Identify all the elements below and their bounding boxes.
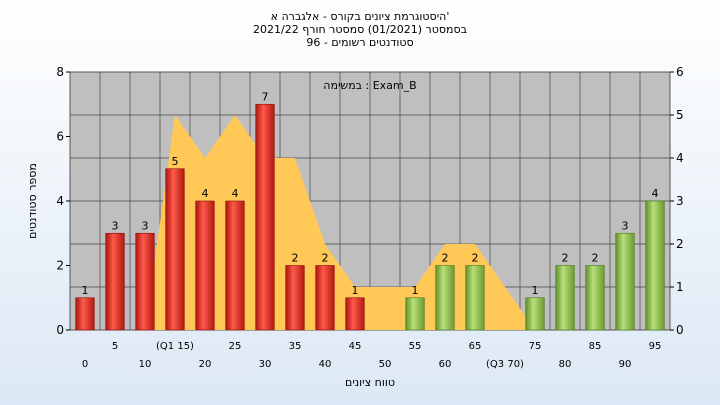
x-tick-label: 55: [409, 341, 422, 352]
y-tick-right: 0: [676, 323, 684, 337]
x-tick-label: 85: [589, 341, 602, 352]
x-tick-label: 25: [229, 341, 242, 352]
x-tick-label: 45: [349, 341, 362, 352]
x-tick-label: (Q3 70): [486, 359, 524, 370]
y-tick-left: 4: [56, 194, 64, 208]
bar-value-label: 4: [652, 187, 659, 200]
y-tick-right: 4: [676, 151, 684, 165]
bar: [105, 232, 125, 331]
y-tick-left: 2: [56, 259, 64, 273]
bar-value-label: 3: [622, 219, 629, 232]
y-tick-right: 3: [676, 194, 684, 208]
bar: [585, 265, 605, 331]
y-tick-right: 6: [676, 65, 684, 79]
bar-value-label: 1: [82, 284, 89, 297]
x-tick-label: 95: [649, 341, 662, 352]
bar-value-label: 2: [292, 252, 299, 265]
bar-value-label: 3: [142, 219, 149, 232]
bar-value-label: 7: [262, 90, 269, 103]
x-tick-label: 75: [529, 341, 542, 352]
x-tick-label: (Q1 15): [156, 341, 194, 352]
bar: [195, 200, 215, 331]
bar: [165, 168, 185, 331]
x-tick-label: 65: [469, 341, 482, 352]
bar: [615, 232, 635, 331]
bar-value-label: 1: [532, 284, 539, 297]
bar: [345, 297, 365, 331]
legend-label: במשימה : Exam_B: [323, 79, 416, 92]
x-tick-label: 35: [289, 341, 302, 352]
y-tick-right: 2: [676, 237, 684, 251]
bar: [225, 200, 245, 331]
y-tick-right: 5: [676, 108, 684, 122]
bar-value-label: 5: [172, 155, 179, 168]
y-tick-left: 6: [56, 130, 64, 144]
chart-title-line-1: היסטוגרמת ציונים בקורס - אלגברה א': [270, 10, 450, 23]
bar: [435, 265, 455, 331]
x-tick-label: 0: [82, 359, 88, 370]
bar-value-label: 1: [352, 284, 359, 297]
bar: [255, 103, 275, 331]
bar: [75, 297, 95, 331]
x-tick-label: 40: [319, 359, 332, 370]
bar-value-label: 2: [562, 252, 569, 265]
bar-value-label: 4: [232, 187, 239, 200]
x-tick-label: 60: [439, 359, 452, 370]
chart-title-line-3: סטודנטים רשומים - 96: [306, 36, 414, 49]
x-tick-label: 5: [112, 341, 118, 352]
x-tick-label: 80: [559, 359, 572, 370]
y-tick-left: 8: [56, 65, 64, 79]
bar: [135, 232, 155, 331]
bar-value-label: 1: [412, 284, 419, 297]
bar: [465, 265, 485, 331]
bar-value-label: 2: [442, 252, 449, 265]
x-tick-label: 20: [199, 359, 212, 370]
bar-value-label: 3: [112, 219, 119, 232]
bar-value-label: 2: [322, 252, 329, 265]
bar: [645, 200, 665, 331]
chart-title-line-2: בסמסטר (01/2021) סמסטר חורף 2021/22: [253, 23, 467, 36]
x-axis-label: טווח ציונים: [345, 376, 395, 389]
bar-value-label: 2: [472, 252, 479, 265]
bar: [405, 297, 425, 331]
x-tick-label: 30: [259, 359, 272, 370]
x-tick-label: 50: [379, 359, 392, 370]
y-tick-left: 0: [56, 323, 64, 337]
x-tick-label: 90: [619, 359, 632, 370]
bar: [285, 265, 305, 331]
bar: [315, 265, 335, 331]
bar: [525, 297, 545, 331]
y-tick-right: 1: [676, 280, 684, 294]
y-axis-label: מספר סטודנטים: [26, 163, 39, 239]
x-tick-label: 10: [139, 359, 152, 370]
bar: [555, 265, 575, 331]
bar-value-label: 4: [202, 187, 209, 200]
bar-value-label: 2: [592, 252, 599, 265]
